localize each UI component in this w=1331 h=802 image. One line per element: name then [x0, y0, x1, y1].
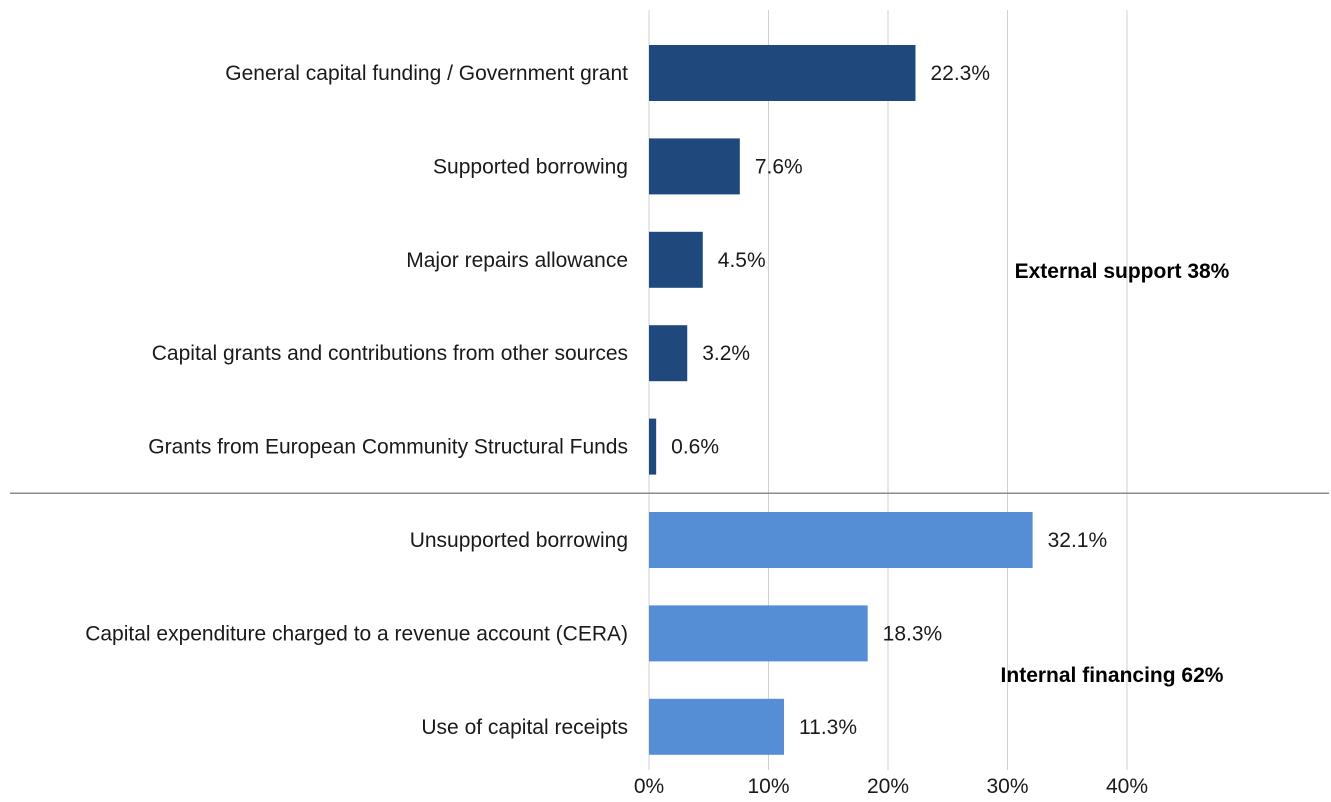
group-labels: External support 38% Internal financing 6…: [1001, 260, 1230, 687]
category-label: Supported borrowing: [433, 155, 628, 178]
data-label: 22.3%: [930, 62, 990, 85]
bar: [649, 698, 785, 755]
category-label: Grants from European Community Structura…: [148, 436, 628, 459]
x-tick-label: 10%: [747, 775, 789, 798]
category-labels: General capital funding / Government gra…: [85, 62, 628, 739]
data-label: 3.2%: [702, 342, 750, 365]
data-label: 4.5%: [718, 249, 766, 272]
x-tick-label: 30%: [986, 775, 1028, 798]
bar: [649, 418, 657, 475]
x-tick-label: 0%: [634, 775, 664, 798]
category-label: Capital grants and contributions from ot…: [152, 342, 628, 365]
category-label: General capital funding / Government gra…: [225, 62, 628, 85]
category-label: Use of capital receipts: [421, 716, 628, 739]
bar: [649, 138, 740, 195]
category-label: Capital expenditure charged to a revenue…: [85, 622, 628, 645]
bar: [649, 325, 688, 382]
category-label: Major repairs allowance: [406, 249, 628, 272]
bars: [649, 45, 1033, 755]
category-label: Unsupported borrowing: [410, 529, 628, 552]
data-label: 11.3%: [799, 716, 857, 739]
bar: [649, 231, 703, 288]
data-label: 7.6%: [755, 155, 803, 178]
data-label: 32.1%: [1048, 529, 1108, 552]
x-axis-ticks: 0% 10% 20% 30% 40%: [634, 775, 1148, 798]
data-label: 18.3%: [883, 622, 943, 645]
x-tick-label: 20%: [867, 775, 909, 798]
data-label: 0.6%: [671, 436, 719, 459]
x-tick-label: 40%: [1106, 775, 1148, 798]
bar: [649, 45, 916, 101]
group-label-external: External support 38%: [1015, 260, 1230, 283]
bar: [649, 605, 868, 662]
value-labels: 22.3% 7.6% 4.5% 3.2% 0.6% 32.1% 18.3% 11.3%: [671, 62, 1107, 739]
group-label-internal: Internal financing 62%: [1001, 664, 1224, 687]
bar: [649, 512, 1033, 568]
